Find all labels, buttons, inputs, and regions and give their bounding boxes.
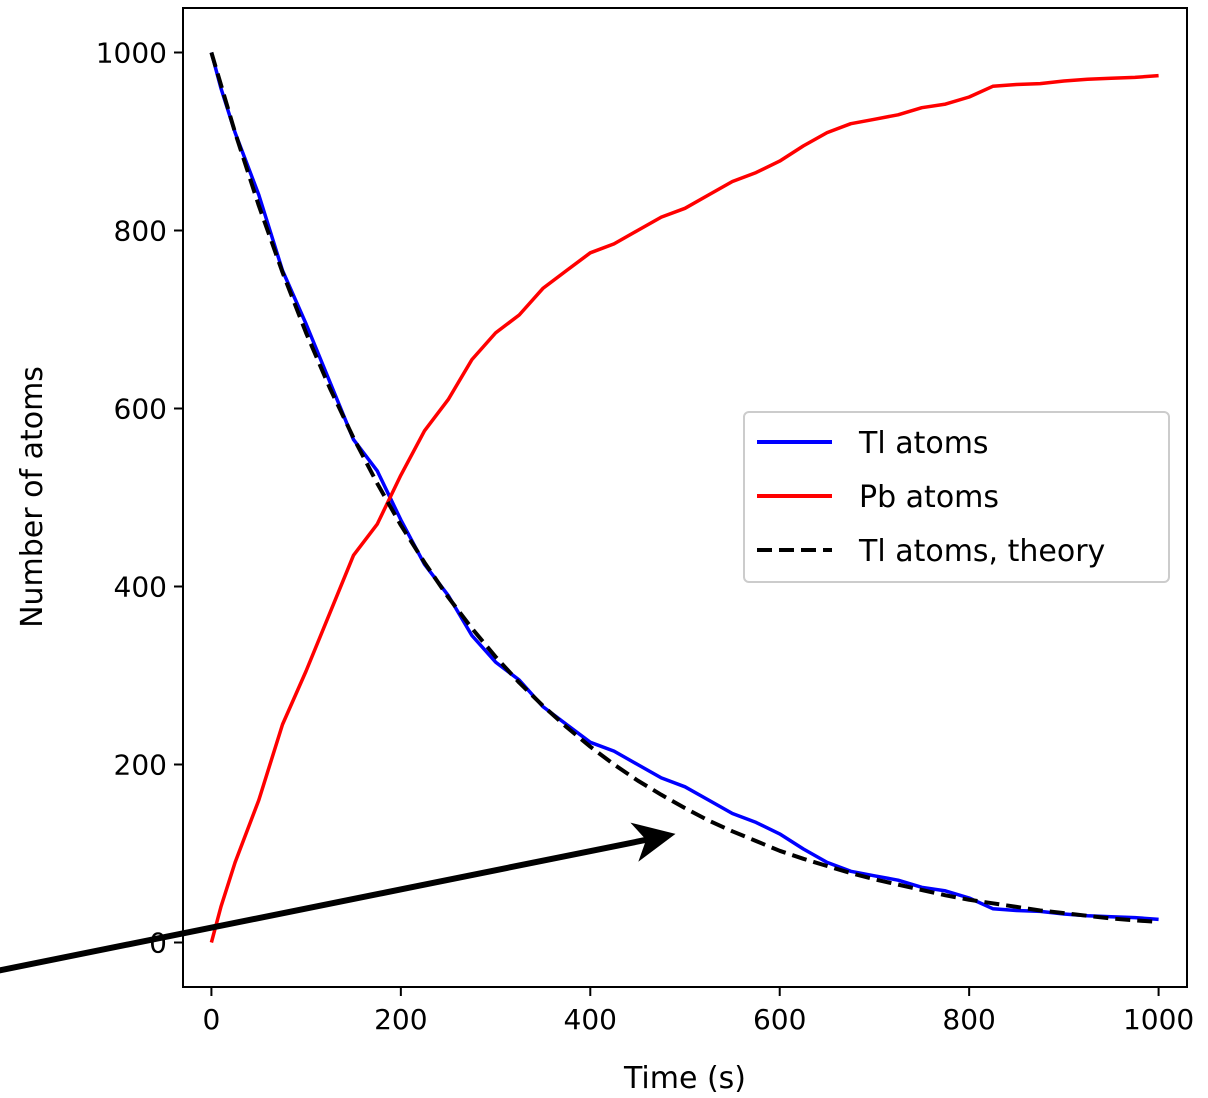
x-axis-ticks: 0 200 400 600 800 1000: [203, 987, 1194, 1036]
x-tick-label: 400: [564, 1003, 617, 1036]
y-tick-label: 400: [114, 571, 167, 604]
y-tick-label: 1000: [96, 37, 167, 70]
y-tick-label: 800: [114, 215, 167, 248]
x-axis-label: Time (s): [623, 1061, 746, 1096]
y-tick-label: 200: [114, 749, 167, 782]
legend: Tl atoms Pb atoms Tl atoms, theory: [743, 411, 1170, 583]
x-tick-label: 600: [753, 1003, 806, 1036]
y-tick-label: 0: [149, 927, 167, 960]
x-tick-label: 200: [374, 1003, 427, 1036]
y-axis-ticks: 0 200 400 600 800 1000: [96, 37, 183, 960]
series-layer: [209, 51, 1159, 943]
annotation-arrow-shaft: [0, 836, 647, 974]
plot-frame: [182, 7, 1188, 988]
annotation-layer: [0, 822, 676, 974]
y-tick-label: 600: [114, 393, 167, 426]
legend-frame: [743, 411, 1170, 583]
series-line-pb-atoms: [209, 73, 1159, 943]
x-tick-label: 0: [203, 1003, 221, 1036]
annotation-arrow-head: [630, 822, 676, 862]
series-line-tl-atoms-theory: [209, 51, 1159, 924]
legend-label-tl-atoms: Tl atoms: [858, 426, 989, 461]
legend-label-pb-atoms: Pb atoms: [859, 480, 999, 515]
x-tick-label: 1000: [1123, 1003, 1194, 1036]
x-tick-label: 800: [942, 1003, 995, 1036]
legend-label-tl-atoms-theory: Tl atoms, theory: [858, 534, 1105, 569]
y-axis-label: Number of atoms: [15, 366, 50, 628]
